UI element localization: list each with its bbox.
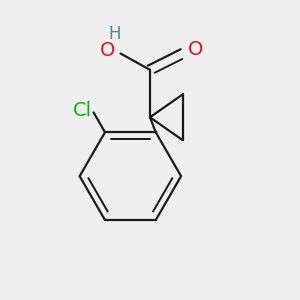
Text: O: O xyxy=(100,41,116,60)
Text: H: H xyxy=(109,25,121,43)
Text: Cl: Cl xyxy=(73,101,92,120)
Text: O: O xyxy=(188,40,203,59)
